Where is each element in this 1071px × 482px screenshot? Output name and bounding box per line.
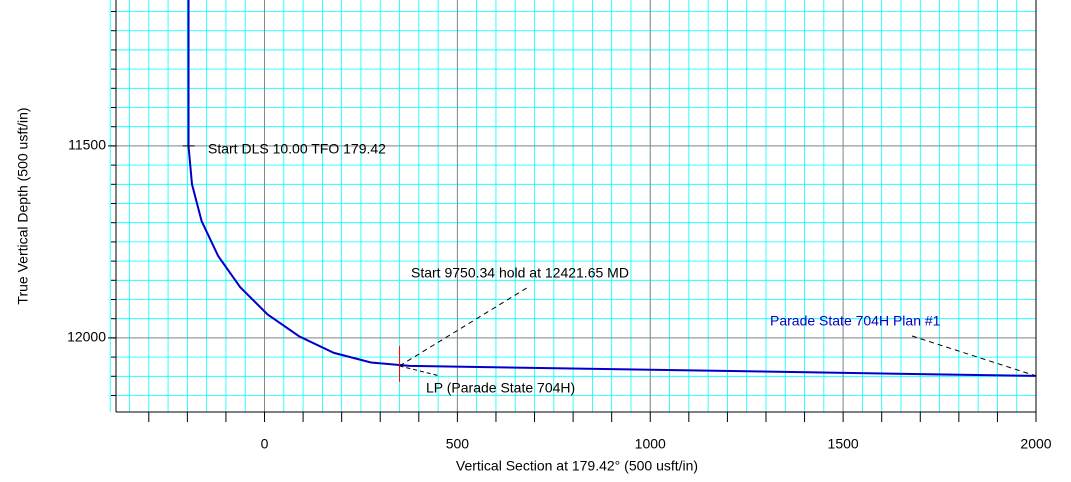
x-tick-label: 500 [446, 436, 470, 452]
y-axis-label: True Vertical Depth (500 usft/in) [15, 107, 31, 304]
annotation: Start DLS 10.00 TFO 179.42 [208, 141, 386, 157]
well-path [187, 0, 1037, 377]
series-label: Parade State 704H Plan #1 [770, 313, 941, 329]
y-tick-label: 11500 [68, 137, 106, 153]
y-tick-label: 12000 [67, 329, 106, 345]
x-tick-label: 1500 [828, 436, 859, 452]
leader-line [911, 335, 1037, 377]
annotation: Start 9750.34 hold at 12421.65 MD [411, 265, 629, 281]
x-axis-label: Vertical Section at 179.42° (500 usft/in… [456, 458, 698, 474]
annotation: LP (Parade State 704H) [426, 380, 575, 396]
x-tick-label: 2000 [1020, 436, 1051, 452]
x-tick-label: 0 [261, 436, 269, 452]
leader-line [399, 365, 441, 377]
leader-line [399, 285, 531, 367]
x-tick-label: 1000 [635, 436, 666, 452]
